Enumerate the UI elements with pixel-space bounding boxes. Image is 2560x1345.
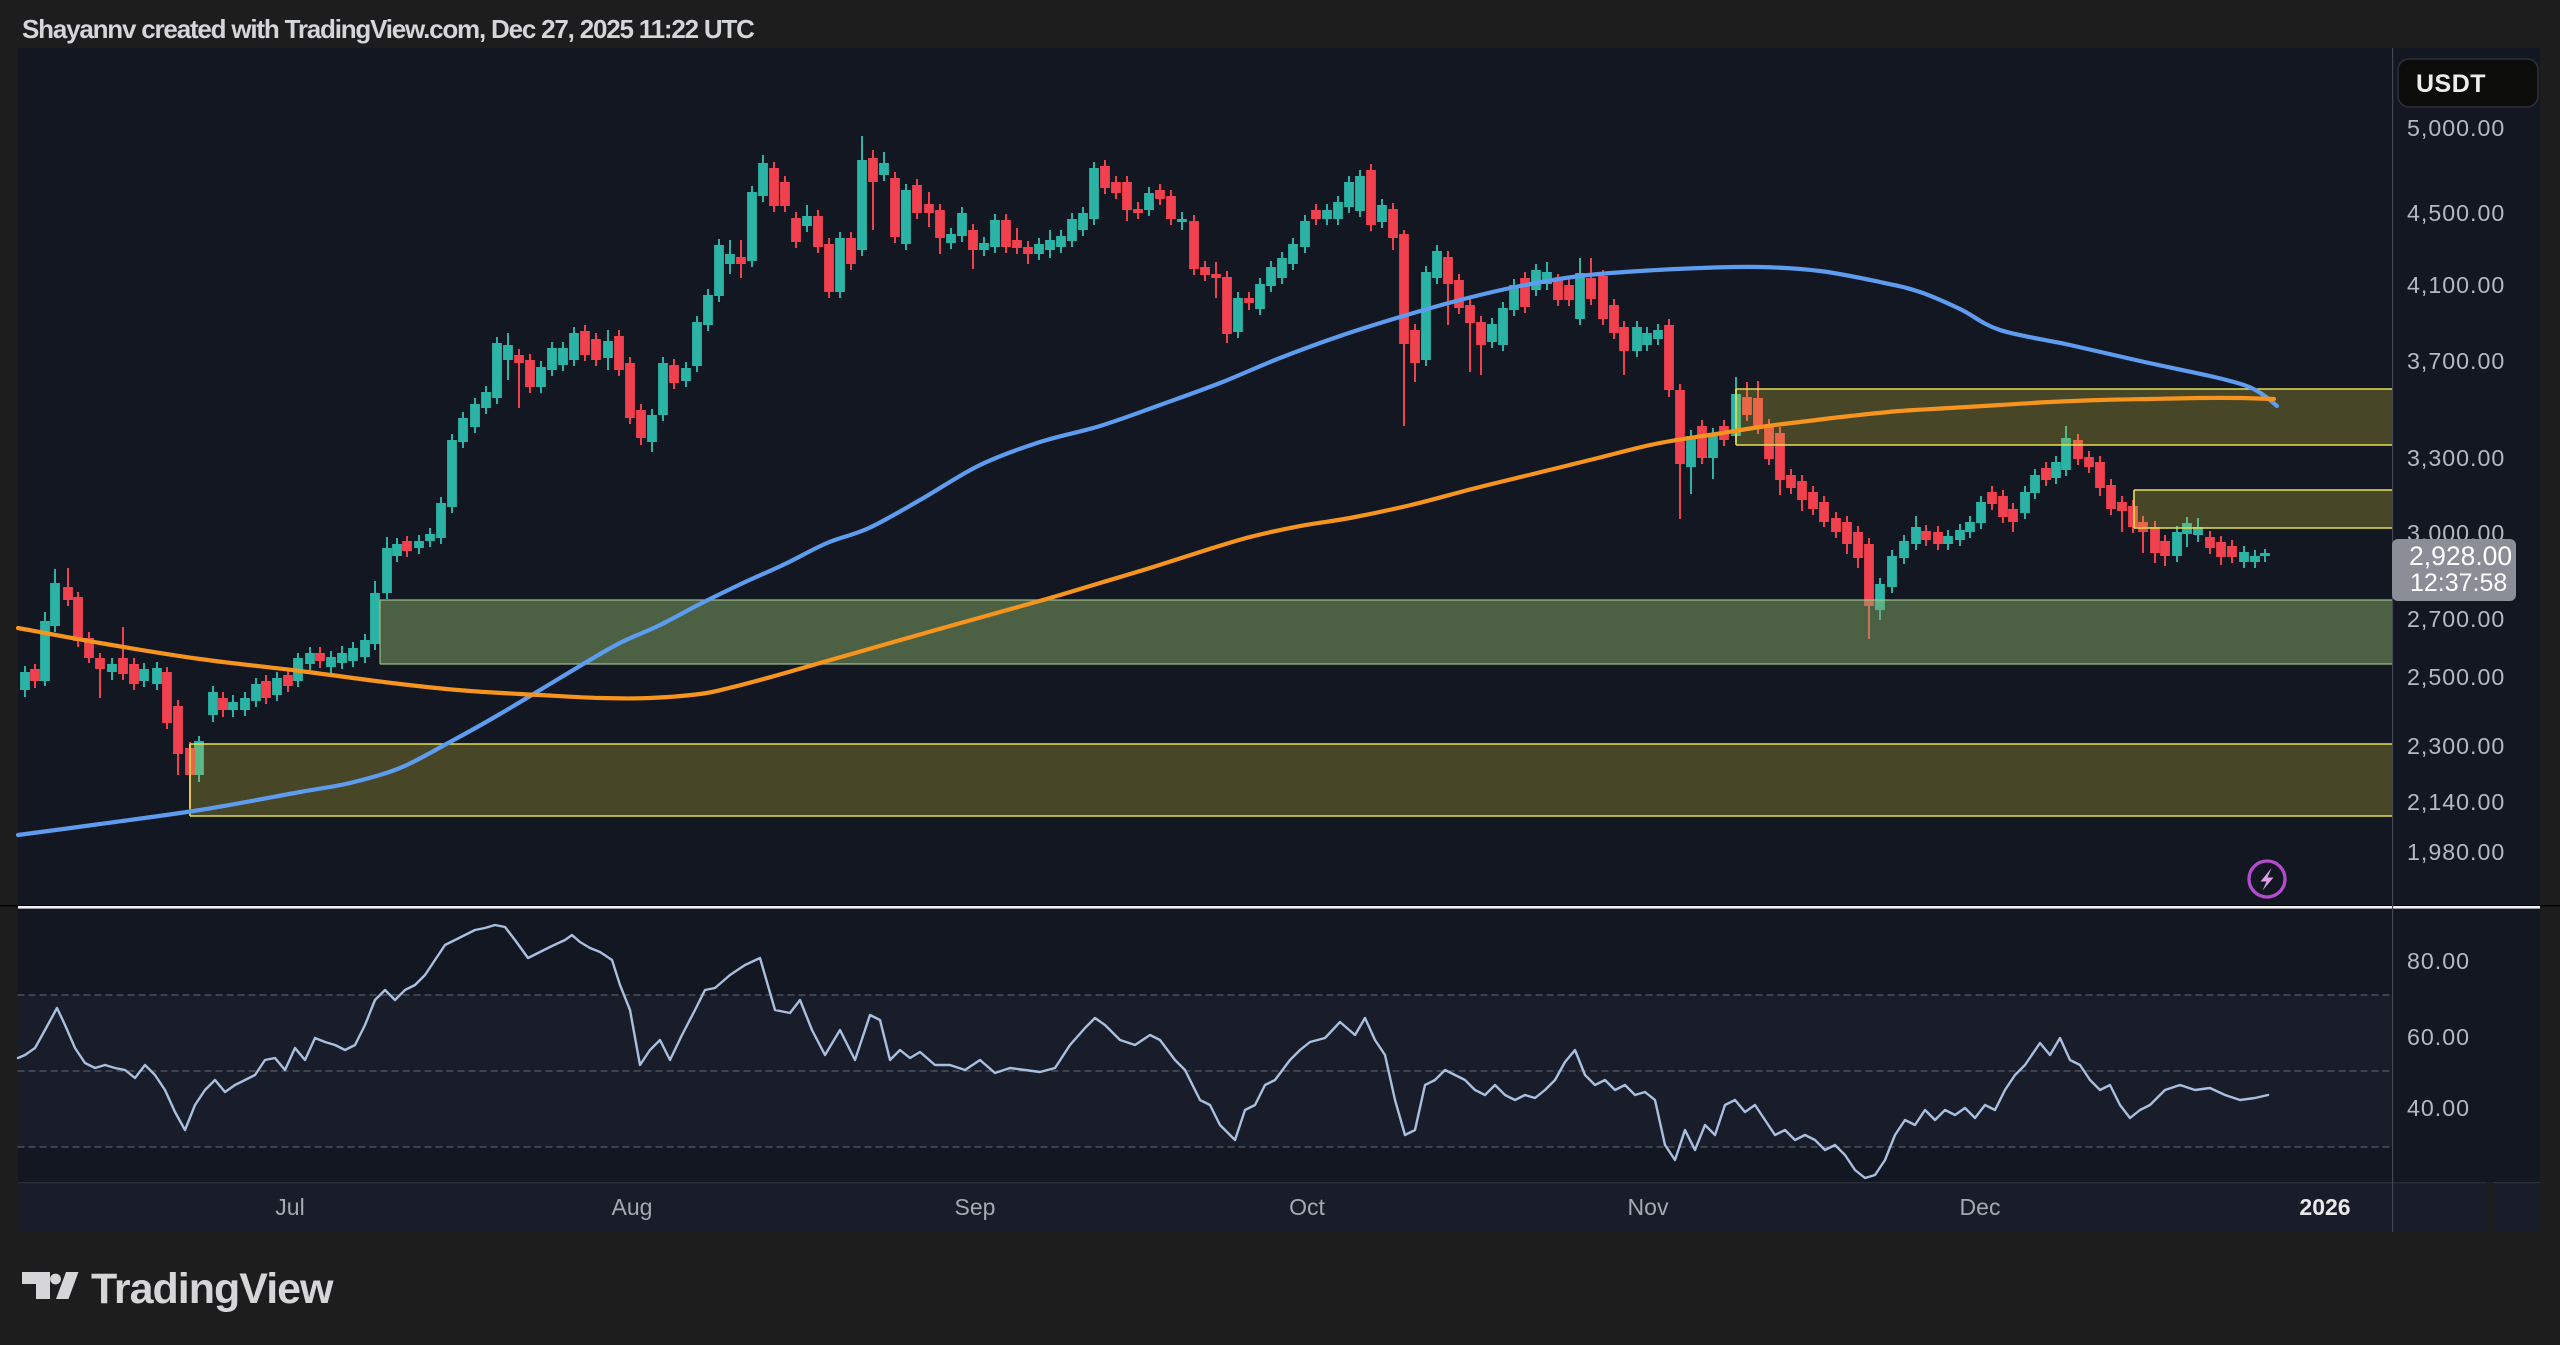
svg-text:60.00: 60.00	[2407, 1024, 2470, 1050]
svg-text:Shayannv created with TradingV: Shayannv created with TradingView.com, D…	[22, 14, 755, 44]
svg-text:TradingView: TradingView	[91, 1265, 334, 1313]
svg-text:5,000.00: 5,000.00	[2407, 115, 2505, 141]
svg-text:4,100.00: 4,100.00	[2407, 272, 2505, 298]
svg-text:4,500.00: 4,500.00	[2407, 200, 2505, 226]
svg-text:Aug: Aug	[612, 1194, 653, 1220]
svg-text:2,700.00: 2,700.00	[2407, 606, 2505, 632]
svg-text:Oct: Oct	[1289, 1194, 1325, 1220]
svg-text:3,700.00: 3,700.00	[2407, 348, 2505, 374]
svg-text:2,140.00: 2,140.00	[2407, 789, 2505, 815]
svg-text:80.00: 80.00	[2407, 948, 2470, 974]
svg-text:12:37:58: 12:37:58	[2410, 569, 2507, 597]
svg-text:2,928.00: 2,928.00	[2409, 541, 2512, 571]
svg-text:2026: 2026	[2299, 1194, 2350, 1220]
svg-text:40.00: 40.00	[2407, 1095, 2470, 1121]
svg-text:Nov: Nov	[1628, 1194, 1669, 1220]
svg-text:2,300.00: 2,300.00	[2407, 733, 2505, 759]
svg-text:Dec: Dec	[1960, 1194, 2001, 1220]
svg-text:1,980.00: 1,980.00	[2407, 839, 2505, 865]
svg-text:Sep: Sep	[955, 1194, 996, 1220]
svg-text:3,300.00: 3,300.00	[2407, 445, 2505, 471]
svg-text:Jul: Jul	[275, 1194, 304, 1220]
svg-text:2,500.00: 2,500.00	[2407, 664, 2505, 690]
svg-text:USDT: USDT	[2416, 70, 2486, 98]
